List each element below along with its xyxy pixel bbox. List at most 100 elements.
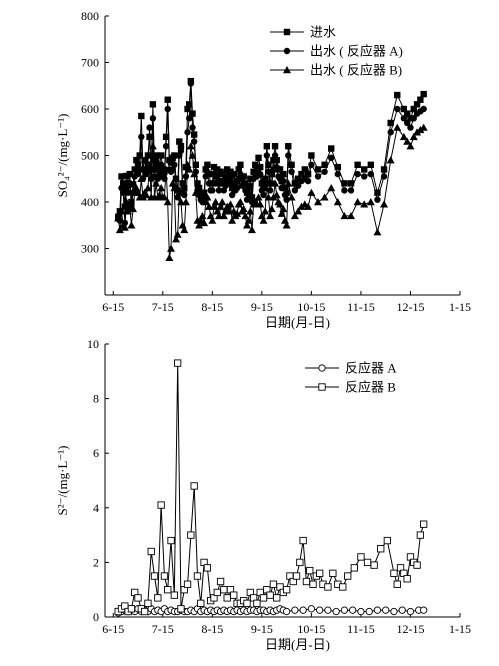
data-point (272, 191, 281, 199)
data-point (134, 161, 142, 168)
data-point (292, 572, 301, 580)
data-point (211, 198, 220, 206)
data-point (399, 132, 408, 141)
data-point (257, 170, 264, 178)
data-point (129, 204, 138, 213)
data-point (209, 202, 218, 210)
data-point (299, 606, 307, 614)
data-point (127, 605, 136, 613)
data-point (407, 124, 414, 131)
data-point (201, 198, 210, 206)
data-point (215, 187, 223, 194)
legend-label: 反应器 A (345, 361, 397, 376)
data-point (347, 187, 355, 194)
data-point (228, 184, 236, 192)
data-point (124, 207, 133, 215)
y-axis-label: S²⁻/(mg·L⁻¹) (55, 446, 70, 516)
data-point (268, 170, 275, 178)
data-point (261, 207, 270, 215)
data-point (280, 216, 289, 224)
data-point (177, 147, 185, 155)
data-point (304, 170, 312, 178)
data-point (341, 187, 348, 194)
x-tick-label: 6-15 (102, 300, 124, 314)
data-point (410, 115, 417, 122)
data-point (140, 607, 149, 616)
data-point (291, 606, 299, 614)
data-point (186, 101, 193, 108)
data-point (291, 187, 299, 194)
data-point (382, 606, 390, 614)
legend: 反应器 A 反应器 B (305, 361, 397, 395)
y-tick-label: 4 (93, 501, 99, 515)
data-point (282, 586, 291, 594)
data-point (226, 200, 235, 208)
data-point (228, 216, 237, 224)
data-point (157, 161, 165, 168)
data-point (387, 129, 394, 136)
y-tick-label: 10 (87, 337, 99, 351)
data-point (400, 115, 408, 122)
data-point (407, 115, 414, 122)
legend-marker (318, 364, 326, 372)
data-point (240, 173, 247, 180)
data-point (157, 184, 166, 192)
data-point (276, 166, 284, 173)
data-point (227, 168, 234, 175)
data-point (227, 175, 234, 182)
data-point (349, 606, 357, 614)
data-point (220, 586, 228, 594)
data-point (259, 216, 268, 224)
data-point (316, 569, 324, 577)
data-point (219, 211, 228, 220)
data-point (380, 200, 389, 208)
data-point (280, 177, 287, 185)
x-tick-label: 10-15 (297, 300, 325, 314)
data-point (114, 214, 123, 222)
data-point (204, 168, 211, 175)
data-point (420, 90, 427, 98)
data-point (172, 175, 180, 182)
data-point (219, 177, 226, 185)
data-point (194, 180, 201, 187)
data-point (265, 161, 272, 168)
data-point (287, 193, 296, 201)
data-point (138, 193, 147, 201)
data-point (374, 196, 381, 203)
data-point (273, 156, 280, 164)
data-point (314, 198, 322, 206)
data-point (291, 180, 299, 187)
y-tick-label: 600 (81, 102, 99, 116)
data-point (218, 198, 227, 206)
data-point (420, 520, 428, 528)
data-point (122, 198, 131, 206)
data-point (152, 179, 161, 187)
data-point (144, 599, 152, 608)
data-point (307, 188, 316, 196)
data-point (334, 170, 342, 178)
data-point (269, 193, 278, 201)
data-point (273, 163, 280, 171)
data-point (187, 531, 195, 539)
data-point (265, 168, 272, 175)
data-point (334, 163, 342, 171)
data-point (228, 191, 236, 199)
data-point (162, 143, 170, 150)
data-point (184, 105, 191, 113)
y-axis-label: SO₄²⁻/(mg·L⁻¹) (55, 114, 70, 198)
x-axis-label: 日期(月-日) (265, 315, 330, 330)
data-point (170, 184, 179, 192)
data-point (409, 132, 418, 141)
data-point (367, 161, 375, 168)
data-point (189, 124, 196, 131)
data-point (136, 166, 143, 173)
data-point (420, 606, 428, 614)
data-point (163, 198, 172, 206)
data-point (329, 569, 337, 577)
data-point (333, 198, 342, 206)
data-point (406, 607, 415, 616)
data-point (239, 204, 248, 213)
data-point (321, 168, 328, 175)
data-point (260, 191, 267, 199)
data-point (177, 143, 185, 150)
